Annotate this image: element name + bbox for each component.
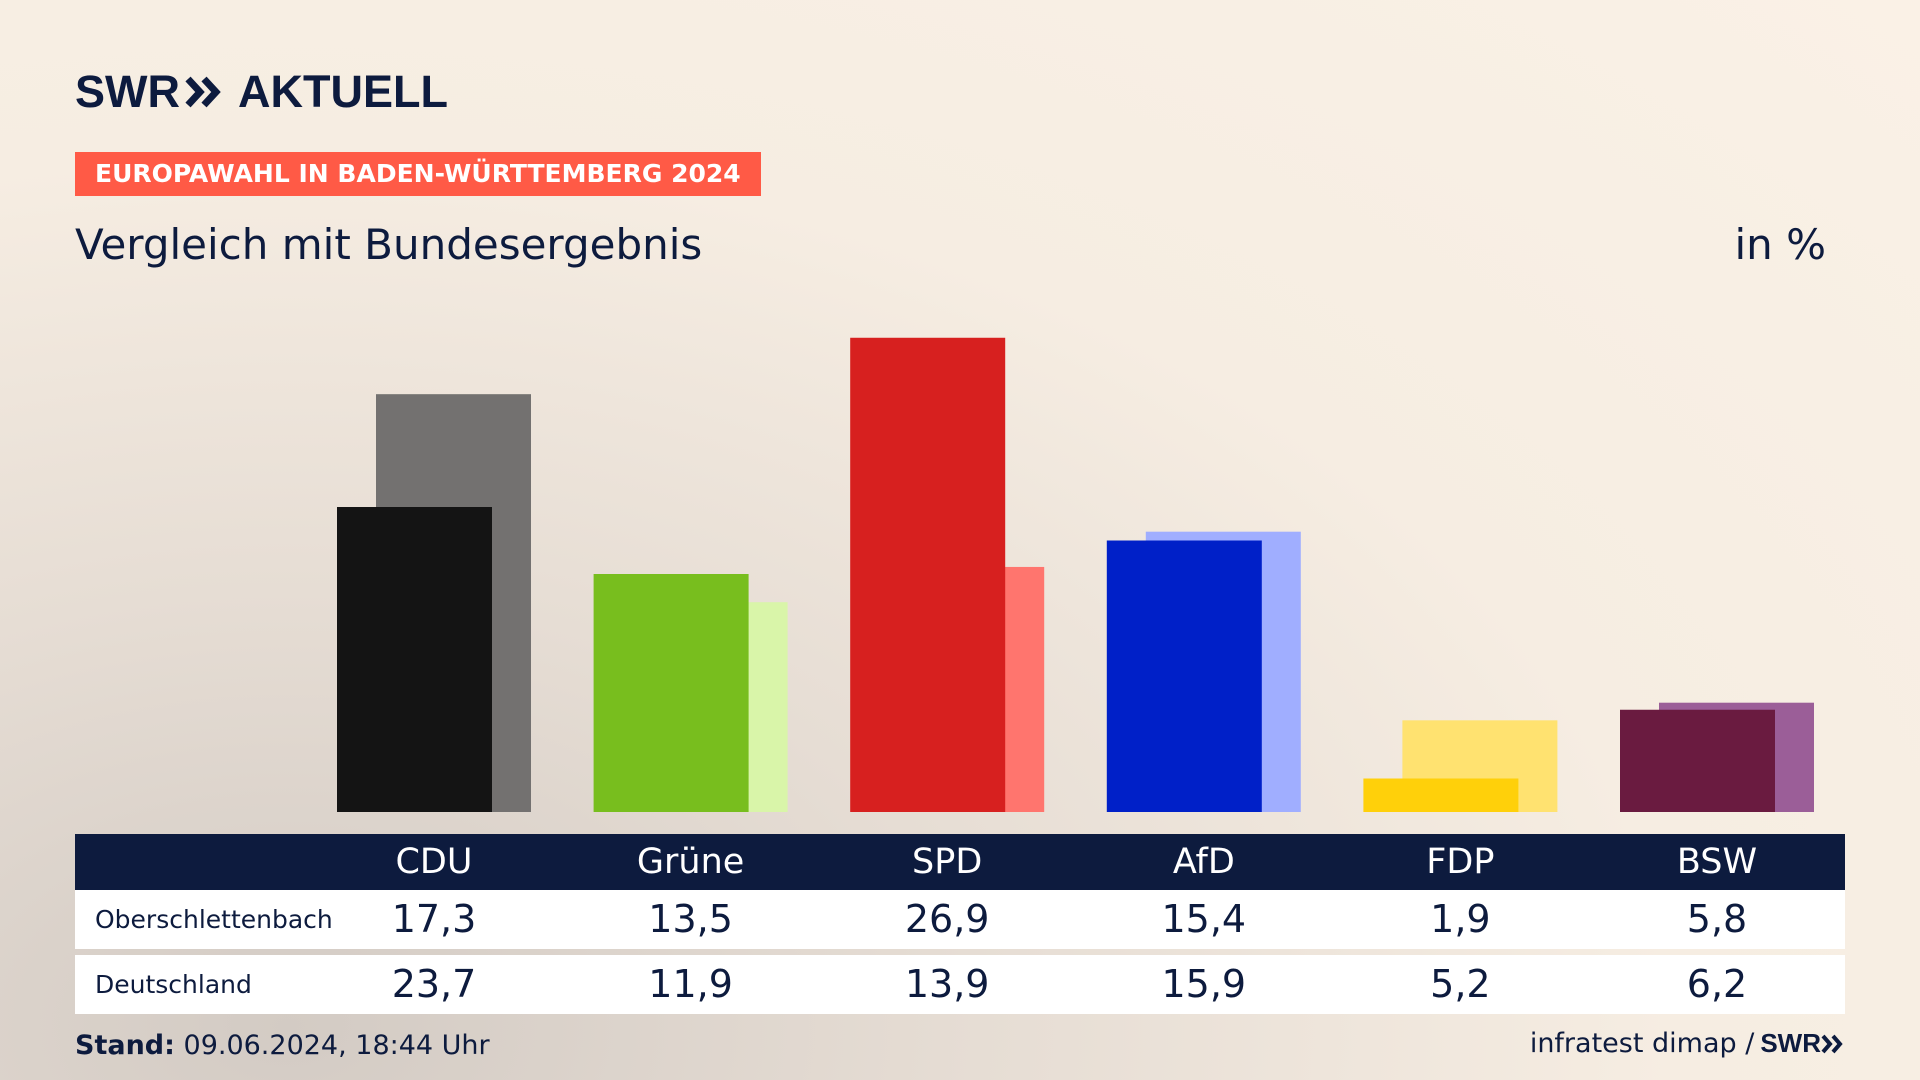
bar-oberschlettenbach-afd (1106, 540, 1262, 812)
value-cell-bsw: 5,8 (1686, 897, 1748, 941)
value-cell-afd: 15,4 (1161, 897, 1247, 941)
value-cell-spd: 26,9 (904, 897, 990, 941)
value-cell-fdp: 5,2 (1430, 962, 1491, 1006)
column-header-afd: AfD (1172, 842, 1235, 882)
bar-oberschlettenbach-spd (850, 337, 1006, 812)
value-cell-grüne: 13,5 (648, 897, 733, 941)
column-header-spd: SPD (912, 842, 983, 882)
value-cell-bsw: 6,2 (1686, 962, 1748, 1006)
source-text: infratest dimap / (1529, 1028, 1755, 1059)
source-credit: infratest dimap / SWR (1530, 1028, 1845, 1059)
results-table: CDU Grüne SPD AfD FDP BSW Oberschlettenbach 17… (75, 834, 1845, 1014)
source-logo: SWR (1760, 1028, 1845, 1059)
column-header-fdp: FDP (1426, 842, 1495, 882)
page-title: Vergleich mit Bundesergebnis (75, 220, 703, 269)
column-header-grüne: Grüne (636, 842, 745, 882)
brand-left: SWR (75, 66, 180, 117)
bar-oberschlettenbach-grüne (593, 574, 749, 812)
row-label: Oberschlettenbach (95, 905, 333, 934)
table-row: Deutschland 23,7 11,9 13,9 15,9 5,2 6,2 (75, 955, 1845, 1014)
bar-oberschlettenbach-fdp (1363, 778, 1519, 812)
bar-chart (337, 337, 1814, 812)
brand-right: AKTUELL (238, 66, 448, 117)
stand-label: Stand: (75, 1030, 175, 1061)
column-header-cdu: CDU (395, 842, 473, 882)
value-cell-afd: 15,9 (1161, 962, 1247, 1006)
source-logo-text: SWR (1760, 1028, 1821, 1058)
value-cell-cdu: 23,7 (391, 962, 477, 1006)
value-cell-grüne: 11,9 (648, 962, 733, 1006)
timestamp: Stand: 09.06.2024, 18:44 Uhr (75, 1030, 490, 1061)
double-chevron-icon (1821, 1034, 1843, 1053)
value-cell-fdp: 1,9 (1430, 897, 1491, 941)
value-cell-cdu: 17,3 (391, 897, 477, 941)
row-label: Deutschland (95, 970, 252, 999)
stand-value: 09.06.2024, 18:44 Uhr (183, 1030, 490, 1061)
double-chevron-icon (185, 76, 221, 108)
table-row: Oberschlettenbach 17,3 13,5 26,9 15,4 1,9 5,8 (75, 890, 1845, 949)
brand-logo: SWR AKTUELL (75, 66, 448, 118)
value-cell-spd: 13,9 (904, 962, 990, 1006)
bar-oberschlettenbach-bsw (1620, 709, 1775, 812)
unit-label: in % (1734, 220, 1826, 269)
kicker-label: EUROPAWAHL IN BADEN-WÜRTTEMBERG 2024 (75, 152, 761, 196)
column-header-bsw: BSW (1676, 842, 1758, 882)
bar-oberschlettenbach-cdu (337, 507, 492, 812)
table-header: CDU Grüne SPD AfD FDP BSW (75, 834, 1845, 890)
